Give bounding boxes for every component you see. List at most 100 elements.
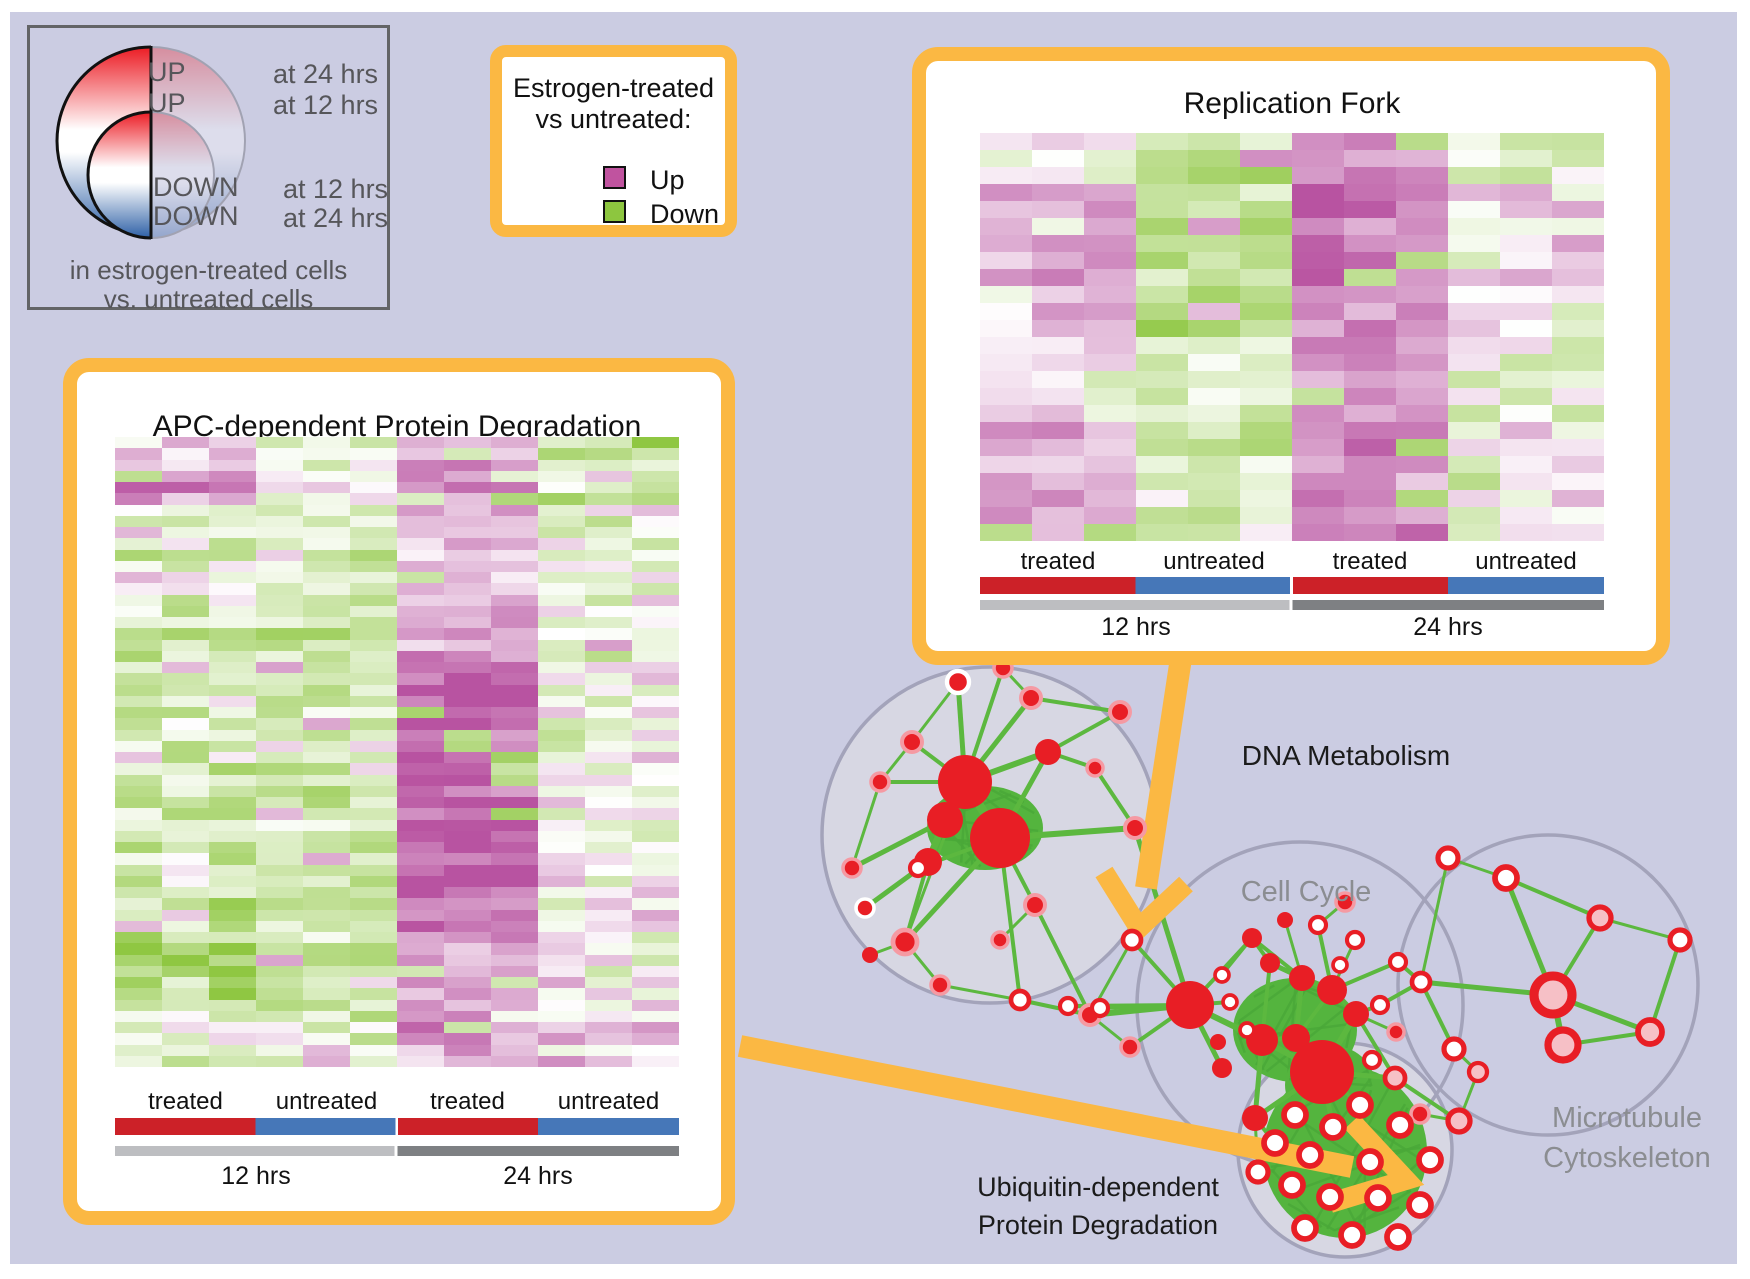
heatmap-cell [115, 853, 162, 865]
heatmap-cell [491, 819, 538, 831]
heatmap-cell [162, 549, 209, 561]
heatmap-cell [1240, 133, 1292, 150]
heatmap-cell [350, 988, 397, 1000]
heatmap-cell [1344, 524, 1396, 541]
heatmap-cell [350, 920, 397, 932]
heatmap-cell [1084, 201, 1136, 218]
heatmap-cell [397, 684, 444, 696]
heatmap-cell [1448, 490, 1500, 507]
heatmap-cell [350, 437, 397, 449]
heatmap-cell [1552, 473, 1604, 490]
heatmap-cell [115, 909, 162, 921]
heatmap-cell [115, 1055, 162, 1067]
heatmap-cell [1136, 269, 1188, 286]
heatmap-cell [1448, 507, 1500, 524]
heatmap-cell [538, 752, 585, 764]
group-label-untreated: untreated [557, 1088, 660, 1115]
heatmap-cell [632, 932, 679, 944]
heatmap-cell [538, 639, 585, 651]
heatmap-cell [209, 437, 256, 449]
heatmap-cell [632, 605, 679, 617]
legend-time: at 12 hrs [283, 174, 389, 204]
heatmap-cell [209, 459, 256, 471]
heatmap-cell [350, 819, 397, 831]
heatmap-cell [1032, 337, 1084, 354]
heatmap-cell [491, 650, 538, 662]
heatmap-cell [209, 718, 256, 730]
heatmap-cell [1136, 388, 1188, 405]
heatmap-cell [303, 1033, 350, 1045]
heatmap-cell [1552, 303, 1604, 320]
heatmap-cell [585, 482, 632, 494]
heatmap-cell [980, 167, 1032, 184]
heatmap-cell [303, 785, 350, 797]
heatmap-cell [162, 954, 209, 966]
heatmap-cell [1084, 252, 1136, 269]
heatmap-cell [1136, 320, 1188, 337]
heatmap-cell [632, 662, 679, 674]
heatmap-cell [397, 875, 444, 887]
heatmap-cell [397, 988, 444, 1000]
heatmap-cell [1448, 320, 1500, 337]
heatmap-cell [162, 1022, 209, 1034]
heatmap-cell [980, 269, 1032, 286]
heatmap-cell [350, 639, 397, 651]
heatmap-cell [585, 864, 632, 876]
heatmap-cell [538, 808, 585, 820]
heatmap-cell [1552, 456, 1604, 473]
heatmap-cell [256, 448, 303, 460]
heatmap-cell [256, 853, 303, 865]
heatmap-cell [1188, 490, 1240, 507]
heatmap-cell [1292, 490, 1344, 507]
heatmap-cell [1084, 524, 1136, 541]
heatmap-cell [350, 763, 397, 775]
heatmap-cell [585, 909, 632, 921]
heatmap-cell [444, 1055, 491, 1067]
heatmap-cell [350, 740, 397, 752]
heatmap-cell [1188, 388, 1240, 405]
heatmap-cell [1032, 269, 1084, 286]
heatmap-cell [256, 470, 303, 482]
heatmap-cell [397, 527, 444, 539]
updown-gradient-legend-icon [55, 45, 246, 240]
heatmap-cell [1448, 473, 1500, 490]
heatmap-cell [632, 504, 679, 516]
heatmap-cell [1292, 337, 1344, 354]
heatmap-cell [256, 875, 303, 887]
heatmap-cell [350, 695, 397, 707]
heatmap-cell [444, 527, 491, 539]
heatmap-cell [115, 797, 162, 809]
heatmap-cell [1448, 405, 1500, 422]
heatmap-cell [1136, 371, 1188, 388]
heatmap-cell [303, 909, 350, 921]
heatmap-cell [491, 797, 538, 809]
heatmap-cell [491, 988, 538, 1000]
heatmap-cell [350, 943, 397, 955]
heatmap-cell [162, 448, 209, 460]
heatmap-cell [209, 965, 256, 977]
heatmap-cell [538, 999, 585, 1011]
heatmap-cell [491, 909, 538, 921]
heatmap-cell [491, 617, 538, 629]
heatmap-cell [303, 965, 350, 977]
heatmap-cell [1084, 422, 1136, 439]
heatmap-cell [1396, 524, 1448, 541]
heatmap-cell [350, 797, 397, 809]
heatmap-cell [1344, 218, 1396, 235]
heatmap-cell [115, 459, 162, 471]
heatmap-cell [209, 695, 256, 707]
heatmap-cell [209, 898, 256, 910]
heatmap-cell [1188, 184, 1240, 201]
heatmap-cell [1344, 269, 1396, 286]
heatmap-cell [491, 594, 538, 606]
heatmap-cell [1448, 422, 1500, 439]
heatmap-cell [350, 448, 397, 460]
heatmap-cell [1136, 286, 1188, 303]
heatmap-cell [256, 819, 303, 831]
heatmap-cell [209, 594, 256, 606]
heatmap-cell [1292, 405, 1344, 422]
heatmap-cell [256, 887, 303, 899]
heatmap-cell [162, 752, 209, 764]
heatmap-cell [162, 943, 209, 955]
heatmap-cell [1136, 354, 1188, 371]
